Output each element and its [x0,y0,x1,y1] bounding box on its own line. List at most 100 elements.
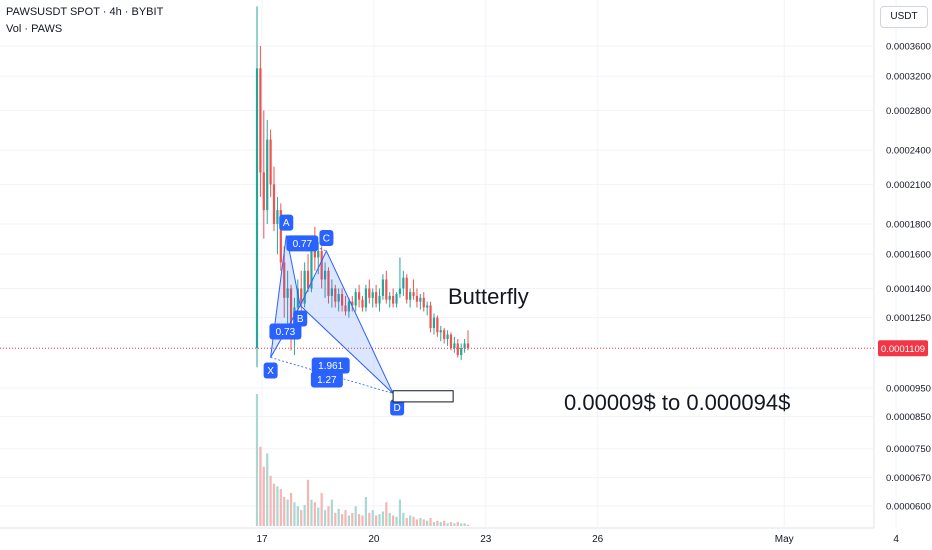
volume-bar [347,515,350,526]
price-tick-label: 0.0002800 [886,106,931,117]
time-tick-label: May [775,534,794,545]
volume-bar [337,508,340,526]
price-tick-label: 0.0003600 [886,42,931,53]
candle-body [443,330,446,339]
volume-bar [436,520,439,526]
volume-bar [439,522,442,526]
candlestick-series [255,6,470,368]
volume-bar [259,446,262,526]
volume-bar [466,524,470,526]
candle-body [405,277,408,300]
volume-bar [300,510,303,526]
volume-bar [446,523,449,526]
target-zone-label: 0.00009$ to 0.000094$ [564,390,790,415]
candle-body [364,288,368,308]
volume-bar [398,499,402,526]
candle-body [371,292,374,298]
volume-bar [449,522,453,526]
time-tick-label: 23 [480,534,492,545]
point-b-text: B [297,314,304,325]
volume-bar [375,515,378,526]
volume-bar [357,514,361,526]
symbol-line: PAWSUSDT SPOT · 4h · BYBIT [6,6,164,18]
price-tick-label: 0.0003200 [886,72,931,83]
currency-button[interactable]: USDT [880,6,928,28]
candle-body [310,246,313,289]
point-a-badge [279,214,294,231]
time-tick-label: 4 [893,534,899,545]
volume-bar [371,510,374,526]
candle-body [415,295,419,302]
volume-bar [460,523,463,526]
volume-bar [286,499,289,526]
volume-bar [334,512,337,526]
ratio-ac-badge [286,235,319,252]
chart-legend: PAWSUSDT SPOT · 4h · BYBIT Vol · PAWS [6,4,163,38]
volume-line: Vol · PAWS [6,23,63,35]
point-a-text: A [283,218,290,229]
candle-body [306,270,310,289]
price-tick-label: 0.0001800 [886,219,931,230]
price-tick-label: 0.0000750 [886,444,931,455]
candle-body [283,262,286,298]
candle-body [347,301,350,312]
candle-body [395,294,398,304]
price-tick-label: 0.0001600 [886,250,931,261]
price-tick-label: 0.0000850 [886,412,931,423]
current-price-label: 0.0001109 [881,344,925,355]
candle-body [375,292,378,304]
candle-body [320,251,323,280]
volume-bar [364,496,368,526]
candle-body [429,305,432,329]
candle-body [276,210,279,224]
candle-body [269,139,272,185]
volume-bar [385,502,388,526]
volume-bar [269,475,272,526]
candle-body [439,330,442,333]
candle-body [392,295,395,304]
candle-body [446,334,449,339]
candle-body [385,279,388,300]
volume-bar [368,512,371,526]
point-c-text: C [323,234,330,245]
candle-body [323,270,327,280]
candle-body [361,299,364,308]
volume-bars [255,394,470,526]
pattern-label: Butterfly [448,284,529,309]
candle-body [272,184,276,224]
volume-bar [272,483,276,526]
candle-body [317,251,320,258]
point-d-badge [390,399,405,416]
volume-bar [378,514,381,526]
volume-bar [327,506,330,526]
price-tick-label: 0.0000600 [886,502,931,513]
volume-bar [317,507,320,526]
candle-body [344,305,347,312]
candle-body [354,292,357,306]
volume-bar [429,518,432,526]
volume-bar [351,512,354,526]
ratio-bd-text: 1.961 [318,361,343,372]
price-tick-label: 0.0001250 [886,313,931,324]
volume-bar [354,506,357,526]
point-b-badge [293,310,308,327]
candle-body [262,172,265,211]
candle-body [330,288,333,296]
volume-bar [330,499,333,526]
price-tick-label: 0.0002100 [886,180,931,191]
volume-bar [392,515,395,526]
candle-body [449,334,453,349]
target-zone-box [392,390,454,403]
ratio-line-bd [299,305,394,394]
ratio-ac-text: 0.77 [293,239,313,250]
candle-body [357,292,361,300]
ratio-xd-text: 1.27 [317,375,337,386]
ratio-xb-badge [269,323,302,340]
candle-body [340,294,344,306]
volume-bar [276,486,279,526]
price-tick-label: 0.0000950 [886,384,931,395]
candle-body [327,270,330,296]
candle-body [388,295,391,300]
time-tick-label: 17 [256,534,268,545]
